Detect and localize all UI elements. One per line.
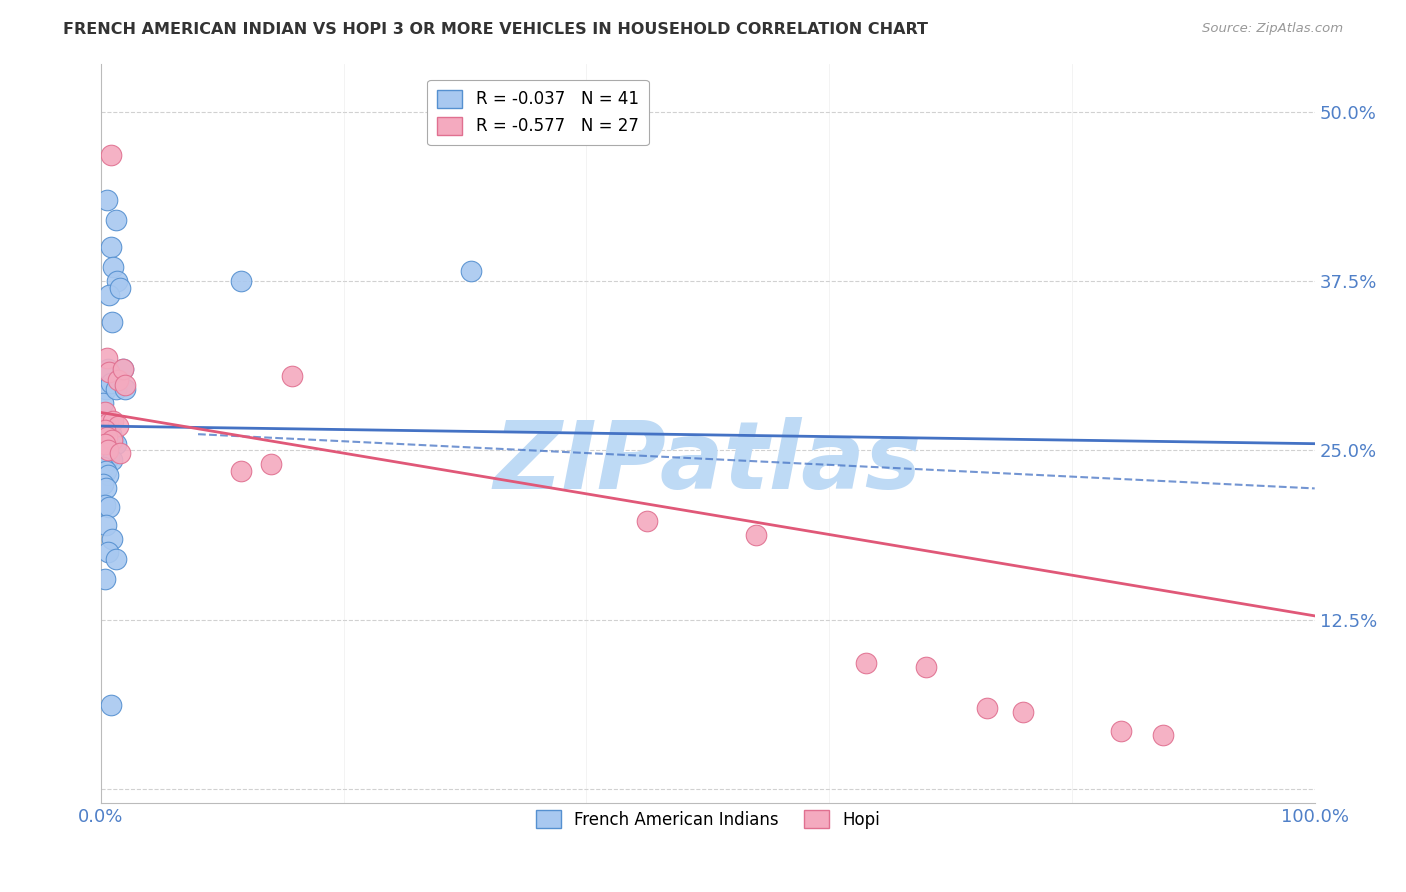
Point xyxy=(93,459,115,474)
Point xyxy=(98,450,121,465)
Point xyxy=(94,383,117,397)
Point xyxy=(100,376,122,390)
Point xyxy=(93,423,115,437)
Point xyxy=(104,383,127,397)
Text: Source: ZipAtlas.com: Source: ZipAtlas.com xyxy=(1202,22,1343,36)
Point xyxy=(1012,705,1035,719)
Point xyxy=(229,464,252,478)
Point xyxy=(97,417,120,431)
Point xyxy=(100,148,122,162)
Point xyxy=(101,260,124,275)
Point xyxy=(460,264,482,278)
Legend: French American Indians, Hopi: French American Indians, Hopi xyxy=(529,804,887,835)
Point xyxy=(855,657,877,671)
Point xyxy=(101,315,124,329)
Point xyxy=(96,193,118,207)
Point xyxy=(915,660,938,674)
Point xyxy=(96,351,118,366)
Point xyxy=(107,419,129,434)
Point xyxy=(110,446,132,460)
Point xyxy=(94,419,117,434)
Point xyxy=(101,453,124,467)
Point xyxy=(229,274,252,288)
Point xyxy=(104,552,127,566)
Point xyxy=(100,698,122,713)
Point xyxy=(636,514,658,528)
Point xyxy=(111,362,134,376)
Point xyxy=(260,457,283,471)
Point xyxy=(97,423,120,437)
Point xyxy=(94,464,117,478)
Point xyxy=(96,446,118,460)
Point xyxy=(94,518,117,533)
Point xyxy=(745,527,768,541)
Point xyxy=(97,362,120,376)
Point xyxy=(93,396,115,410)
Text: FRENCH AMERICAN INDIAN VS HOPI 3 OR MORE VEHICLES IN HOUSEHOLD CORRELATION CHART: FRENCH AMERICAN INDIAN VS HOPI 3 OR MORE… xyxy=(63,22,928,37)
Point xyxy=(98,287,121,301)
Point xyxy=(107,373,129,387)
Point xyxy=(98,365,121,379)
Point xyxy=(111,362,134,376)
Point xyxy=(1109,724,1132,739)
Point xyxy=(93,443,115,458)
Point xyxy=(93,405,115,419)
Point xyxy=(93,368,115,383)
Point xyxy=(105,274,128,288)
Point xyxy=(101,414,124,428)
Point xyxy=(93,572,115,586)
Point xyxy=(110,281,132,295)
Point xyxy=(114,378,136,392)
Point xyxy=(1152,728,1174,742)
Point xyxy=(100,427,122,442)
Point xyxy=(101,433,124,447)
Point xyxy=(976,701,998,715)
Point xyxy=(91,417,114,431)
Point xyxy=(104,436,127,450)
Text: ZIPatlas: ZIPatlas xyxy=(494,417,922,509)
Point xyxy=(100,240,122,254)
Point xyxy=(96,430,118,444)
Point xyxy=(93,498,115,512)
Point xyxy=(93,477,115,491)
Point xyxy=(114,383,136,397)
Point xyxy=(104,213,127,227)
Point xyxy=(101,532,124,546)
Point xyxy=(97,545,120,559)
Point xyxy=(97,467,120,482)
Point xyxy=(97,443,120,458)
Point xyxy=(93,436,115,450)
Point xyxy=(280,368,302,383)
Point xyxy=(101,433,124,447)
Point xyxy=(94,482,117,496)
Point xyxy=(98,500,121,515)
